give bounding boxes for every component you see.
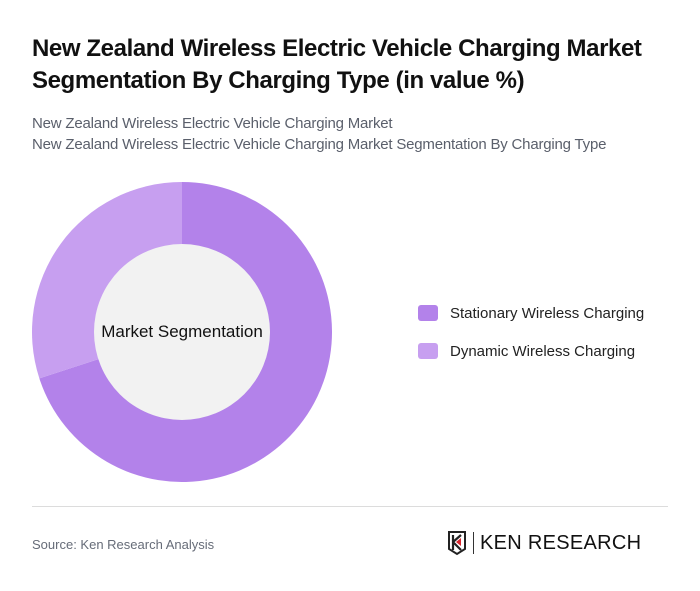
logo-text: KEN RESEARCH: [480, 531, 642, 554]
footer-divider: [32, 506, 668, 507]
subtitle-line-2: New Zealand Wireless Electric Vehicle Ch…: [32, 136, 607, 153]
legend-item-dynamic: Dynamic Wireless Charging: [418, 340, 644, 362]
source-note: Source: Ken Research Analysis: [32, 537, 215, 552]
chart-subtitle: New Zealand Wireless Electric Vehicle Ch…: [32, 113, 606, 155]
logo-separator: [473, 532, 474, 554]
donut-chart: [32, 182, 332, 482]
subtitle-line-1: New Zealand Wireless Electric Vehicle Ch…: [32, 115, 393, 132]
chart-legend: Stationary Wireless Charging Dynamic Wir…: [418, 302, 644, 378]
legend-label: Stationary Wireless Charging: [450, 304, 645, 322]
ken-research-logo: KEN RESEARCH: [447, 530, 641, 556]
donut-hole: [94, 244, 270, 420]
legend-item-stationary: Stationary Wireless Charging: [418, 302, 644, 324]
legend-label: Dynamic Wireless Charging: [450, 342, 636, 360]
legend-swatch: [418, 305, 438, 321]
ken-research-logo-icon: [448, 531, 466, 556]
donut-center-label: Market Segmentation: [101, 322, 263, 341]
chart-title: New Zealand Wireless Electric Vehicle Ch…: [32, 35, 642, 94]
legend-swatch: [418, 343, 438, 359]
